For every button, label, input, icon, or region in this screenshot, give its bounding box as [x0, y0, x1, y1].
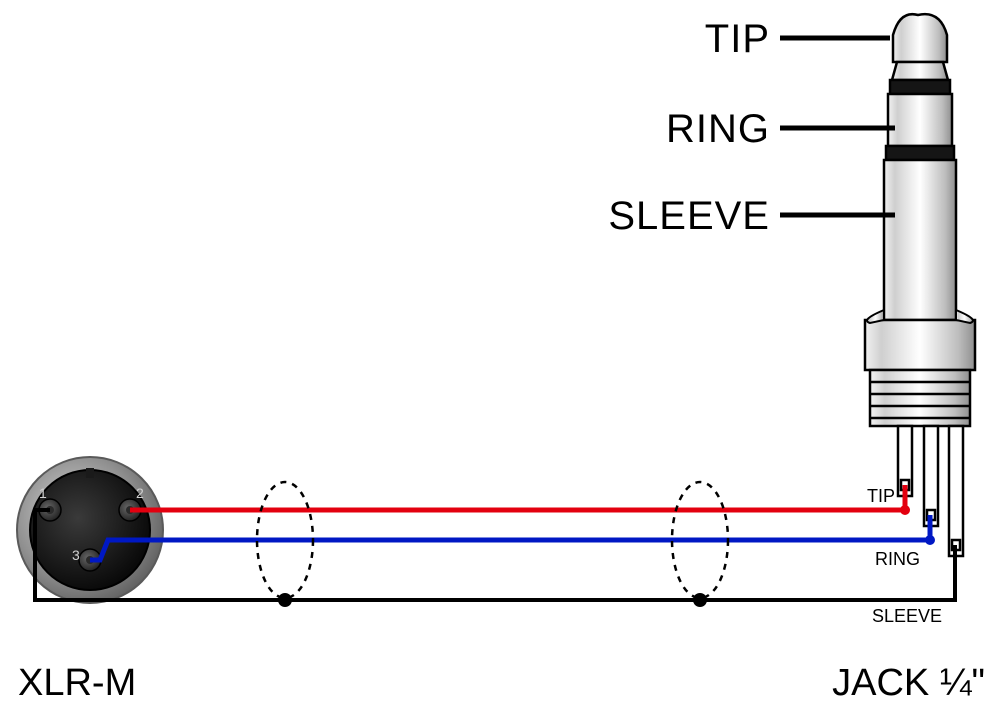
wire-blue [90, 515, 930, 560]
label-sleeve-small: SLEEVE [872, 606, 942, 626]
shield-tap-2 [693, 593, 707, 607]
tip-dot [900, 505, 910, 515]
wiring-diagram: TIP RING SLEEVE 1 2 3 TIP RI [0, 0, 1000, 713]
shield-tap-1 [278, 593, 292, 607]
label-ring-big: RING [666, 107, 770, 151]
label-tip-small: TIP [867, 486, 895, 506]
wire-red [130, 485, 905, 510]
ring-dot [925, 535, 935, 545]
label-tip-big: TIP [705, 17, 770, 61]
label-sleeve-big: SLEEVE [608, 194, 770, 238]
label-ring-small: RING [875, 549, 920, 569]
label-xlr-footer: XLR-M [18, 662, 136, 704]
xlr-pin-1-label: 1 [39, 485, 47, 501]
label-jack-footer: JACK ¼" [832, 662, 985, 704]
trs-jack [865, 14, 975, 556]
xlr-pin-3-label: 3 [72, 547, 80, 563]
xlr-pin-2-label: 2 [136, 485, 144, 501]
xlr-connector: 1 2 3 [17, 457, 163, 603]
wire-black [35, 510, 955, 600]
trs-big-labels [780, 38, 895, 215]
